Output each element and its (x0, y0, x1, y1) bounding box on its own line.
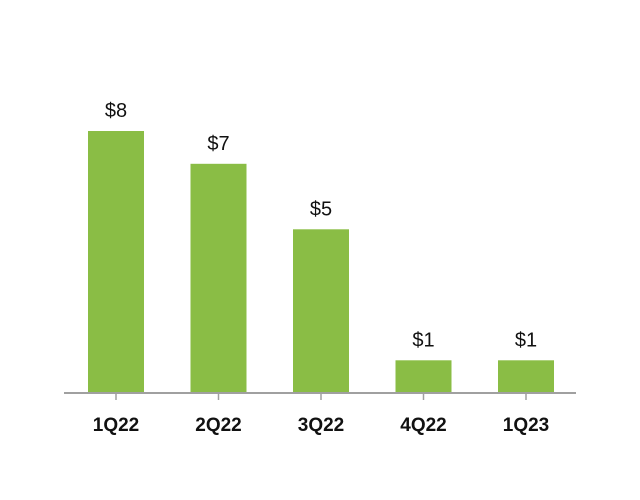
x-axis-ticks-group (115, 393, 527, 400)
value-label-4q22: $1 (412, 329, 434, 351)
bar-2q22 (190, 163, 247, 394)
x-tick-label-3q22: 3Q22 (298, 415, 344, 436)
x-tick-label-2q22: 2Q22 (195, 415, 241, 436)
bar-3q22 (293, 229, 349, 394)
value-label-3q22: $5 (310, 198, 332, 220)
x-tick-label-4q22: 4Q22 (400, 415, 446, 436)
x-axis-tick-labels-group: 1Q22 2Q22 3Q22 4Q22 1Q23 (93, 415, 549, 436)
bar-1q22 (88, 131, 144, 393)
value-label-1q23: $1 (515, 329, 537, 351)
x-tick-label-1q23: 1Q23 (503, 415, 549, 436)
value-label-2q22: $7 (207, 133, 229, 155)
bar-1q23 (498, 360, 554, 394)
bar-4q22 (395, 360, 452, 394)
bars-group (88, 131, 554, 394)
value-label-1q22: $8 (105, 100, 127, 122)
x-tick-label-1q22: 1Q22 (93, 415, 139, 436)
value-labels-group: $8 $7 $5 $1 $1 (105, 100, 537, 351)
